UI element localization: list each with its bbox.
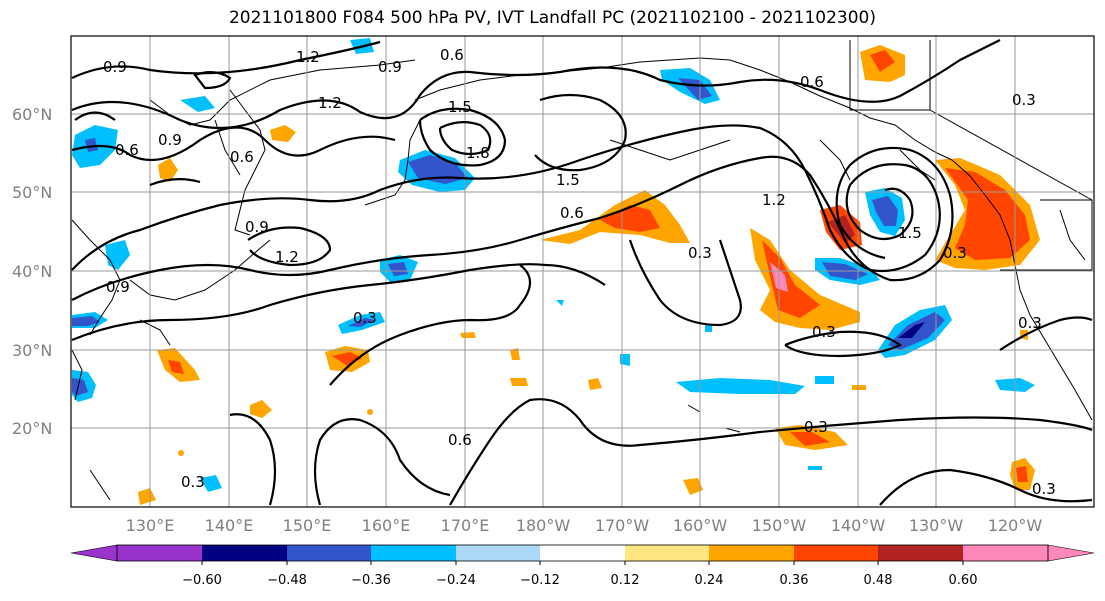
contour-label: 0.3 (1032, 480, 1056, 498)
ivt-shading (72, 38, 1040, 505)
lat-label: 20°N (12, 419, 52, 438)
contour-label: 0.3 (688, 244, 712, 262)
lat-label: 40°N (12, 262, 52, 281)
lon-label: 130°E (126, 516, 175, 535)
contour-labels: 0.9 1.2 0.6 0.9 1.5 1.8 1.5 0.6 0.9 0.6 … (103, 46, 1056, 498)
colorbar-segment (202, 545, 287, 561)
lat-label: 30°N (12, 341, 52, 360)
colorbar-tick-label: 0.60 (949, 573, 978, 588)
lon-label: 170°E (441, 516, 490, 535)
contour-label: 1.2 (296, 48, 320, 66)
contour-label: 1.5 (448, 98, 472, 116)
contour-label: 0.3 (1018, 314, 1042, 332)
colorbar-extend-low (70, 544, 118, 562)
colorbar-segment (456, 545, 540, 561)
colorbar-extend-high (1047, 544, 1095, 562)
contour-label: 0.9 (158, 131, 182, 149)
contour-label: 0.6 (800, 73, 824, 91)
colorbar: −0.60 −0.48 −0.36 −0.24 −0.12 0.12 0.24 … (70, 544, 1095, 588)
lon-label: 140°W (831, 516, 886, 535)
contour-label: 1.5 (898, 224, 922, 242)
colorbar-tick-label: −0.60 (182, 573, 222, 588)
colorbar-segment (287, 545, 371, 561)
lat-label: 50°N (12, 183, 52, 202)
contour-label: 0.3 (804, 418, 828, 436)
colorbar-outline (116, 544, 1049, 562)
lon-label: 150°E (283, 516, 332, 535)
map-frame (70, 35, 1095, 508)
contour-label: 0.3 (943, 244, 967, 262)
contour-label: 1.2 (762, 191, 786, 209)
contour-label: 0.3 (812, 323, 836, 341)
colorbar-segment (709, 545, 794, 561)
contour-label: 0.3 (1012, 91, 1036, 109)
colorbar-tick-label: −0.36 (351, 573, 391, 588)
lat-label: 60°N (12, 105, 52, 124)
lon-label: 180°W (516, 516, 571, 535)
contour-label: 0.9 (245, 218, 269, 236)
contour-label: 1.8 (466, 144, 490, 162)
contour-label: 0.6 (448, 431, 472, 449)
map-title: 2021101800 F084 500 hPa PV, IVT Landfall… (228, 8, 876, 28)
colorbar-tick-label: −0.24 (436, 573, 476, 588)
colorbar-tick-label: 0.36 (780, 573, 809, 588)
map-gridlines (71, 36, 1094, 507)
contour-label: 1.5 (556, 171, 580, 189)
pv-contours (71, 39, 1093, 506)
contour-label: 0.6 (230, 148, 254, 166)
contour-label: 0.6 (115, 141, 139, 159)
colorbar-tick-label: 0.24 (695, 573, 724, 588)
colorbar-segment (794, 545, 878, 561)
colorbar-segment (963, 545, 1048, 561)
colorbar-segment (117, 545, 202, 561)
lon-label: 130°W (909, 516, 964, 535)
contour-label: 1.2 (318, 94, 342, 112)
contour-label: 0.6 (560, 204, 584, 222)
contour-label: 0.9 (378, 58, 402, 76)
lon-label: 120°W (988, 516, 1043, 535)
colorbar-segment (540, 545, 625, 561)
colorbar-tick-label: 0.12 (611, 573, 640, 588)
longitude-labels: 130°E 140°E 150°E 160°E 170°E 180°W 170°… (126, 516, 1043, 535)
lon-label: 170°W (595, 516, 650, 535)
contour-label: 0.9 (106, 278, 130, 296)
contour-label: 0.3 (181, 473, 205, 491)
colorbar-tick-label: 0.48 (864, 573, 893, 588)
contour-label: 0.3 (353, 309, 377, 327)
lon-label: 160°E (362, 516, 411, 535)
contour-label: 0.6 (440, 46, 464, 64)
contour-label: 1.2 (275, 248, 299, 266)
latitude-labels: 60°N 50°N 40°N 30°N 20°N (12, 105, 52, 438)
lon-label: 140°E (205, 516, 254, 535)
colorbar-segment (371, 545, 456, 561)
colorbar-segment (625, 545, 709, 561)
colorbar-tick-label: −0.48 (267, 573, 307, 588)
lon-label: 160°W (673, 516, 728, 535)
contour-label: 0.9 (103, 58, 127, 76)
lon-label: 150°W (752, 516, 807, 535)
colorbar-tick-label: −0.12 (520, 573, 560, 588)
colorbar-segment (878, 545, 963, 561)
